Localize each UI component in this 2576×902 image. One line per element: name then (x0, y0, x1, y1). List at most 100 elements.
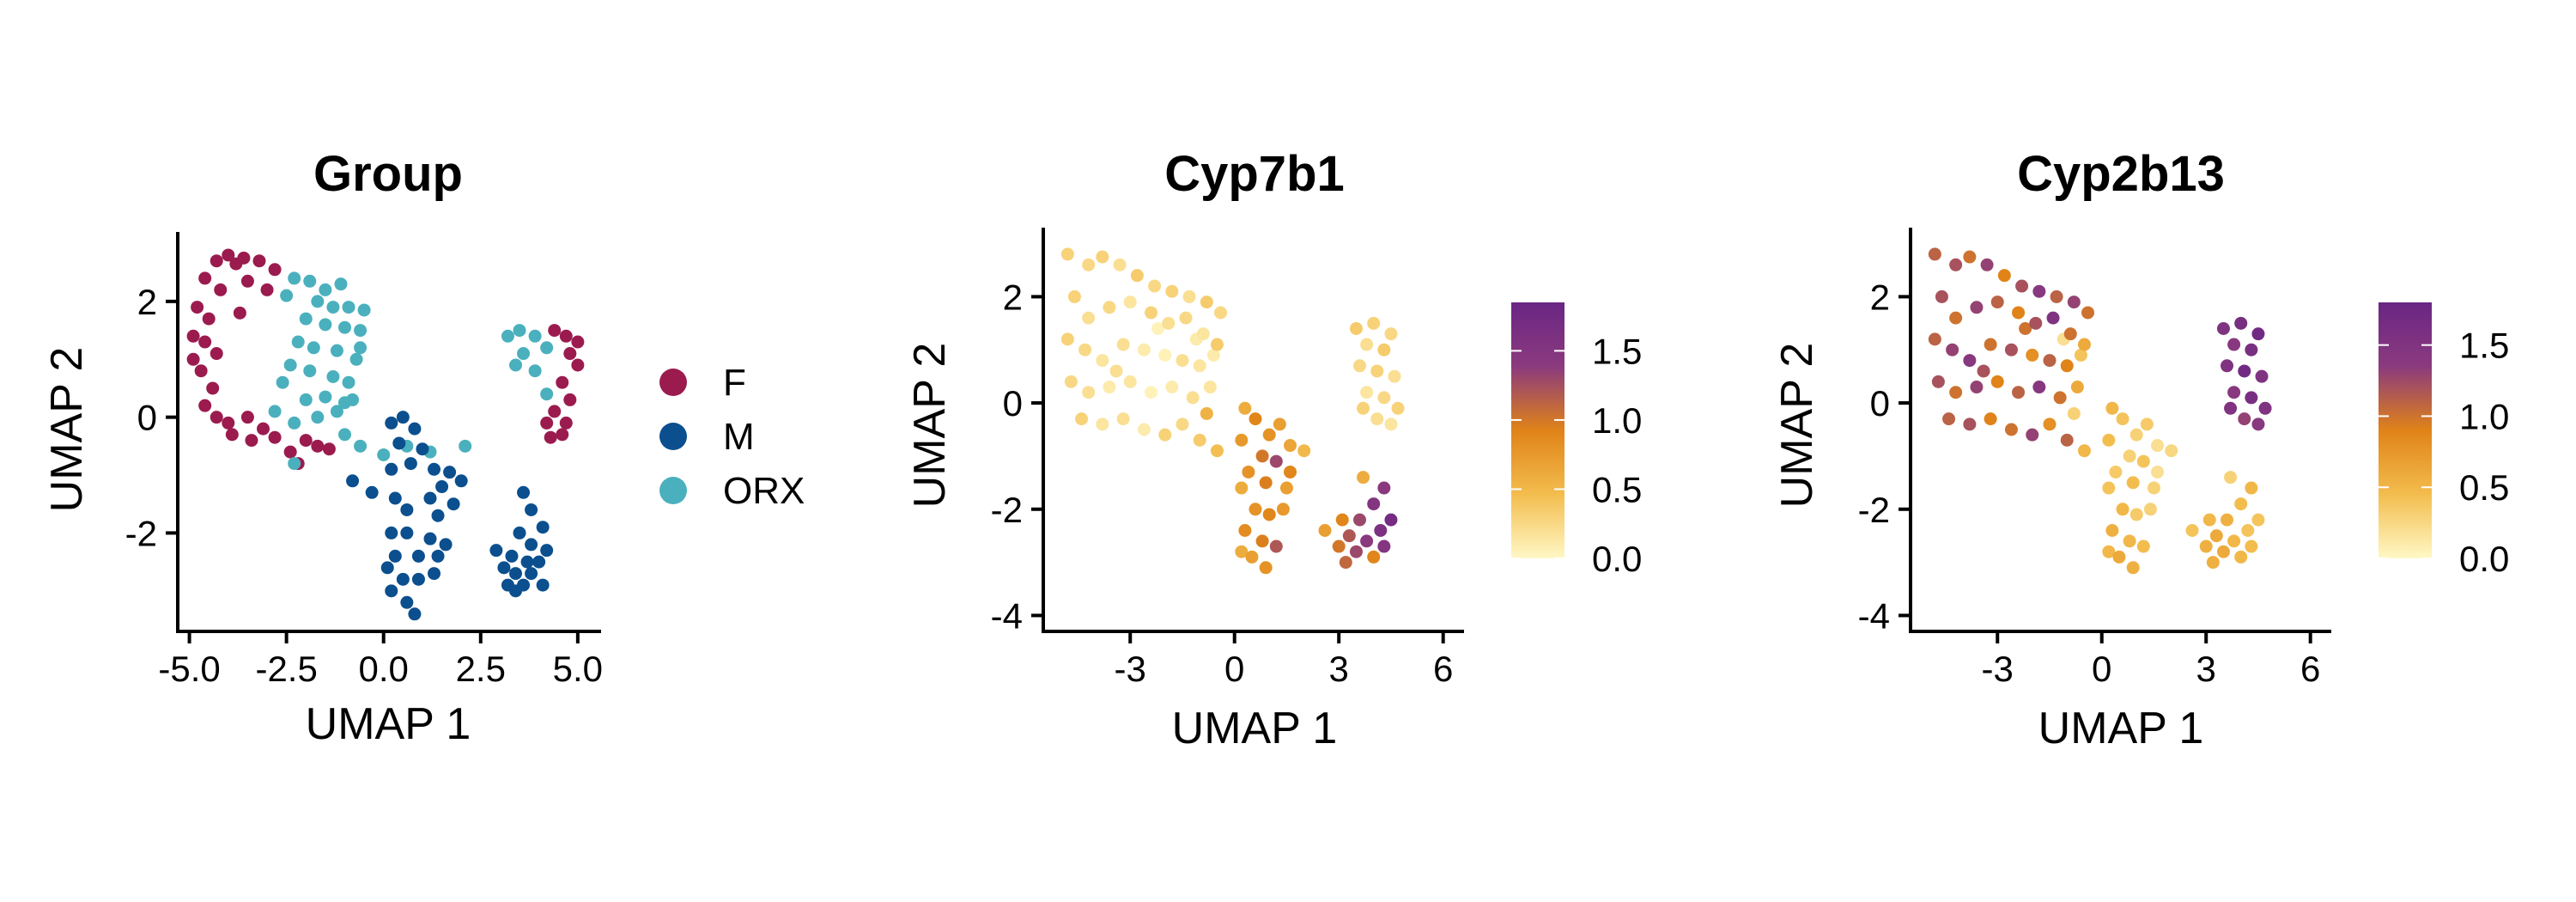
expression-point (1946, 343, 1959, 357)
expression-point (1949, 386, 1963, 399)
y-tick-label: -2 (1858, 490, 1890, 530)
expression-point (1377, 391, 1391, 405)
point-orx (337, 428, 351, 442)
expression-point (1318, 524, 1332, 537)
point-m (489, 544, 503, 558)
expression-point (1186, 391, 1200, 405)
expression-point (2077, 444, 2091, 458)
point-m (400, 595, 414, 609)
point-m (540, 544, 554, 558)
point-m (435, 480, 449, 494)
x-tick-label: 6 (2300, 649, 2320, 689)
point-f (544, 430, 557, 444)
expression-point (1200, 296, 1213, 309)
expression-point (2060, 433, 2074, 447)
panel-title: Group (313, 146, 463, 202)
point-f (222, 416, 235, 430)
point-m (508, 584, 522, 598)
expression-point (2221, 359, 2234, 373)
expression-point (1980, 258, 1994, 271)
expression-point (1977, 364, 1990, 378)
expression-point (2081, 306, 2095, 320)
expression-point (1235, 545, 1249, 558)
expression-point (1384, 417, 1398, 431)
expression-point (1374, 524, 1388, 537)
expression-point (1148, 279, 1162, 293)
y-tick-label: -4 (1858, 595, 1890, 636)
point-f (260, 283, 274, 296)
point-orx (501, 329, 514, 343)
point-orx (508, 358, 522, 372)
expression-point (1942, 412, 1956, 426)
x-tick-label: 6 (1433, 649, 1453, 689)
point-m (400, 526, 414, 539)
expression-point (1176, 354, 1189, 368)
expression-point (2102, 545, 2116, 558)
point-m (385, 416, 398, 430)
point-orx (288, 416, 301, 430)
expression-point (2241, 524, 2255, 537)
point-f (299, 434, 313, 448)
expression-point (2238, 412, 2251, 426)
expression-point (2258, 401, 2272, 415)
expression-point (1335, 513, 1349, 527)
expression-point (2234, 316, 2248, 330)
point-f (571, 358, 585, 372)
expression-point (1273, 417, 1286, 431)
expression-point (2202, 513, 2216, 527)
expression-point (1370, 412, 1384, 426)
point-f (194, 364, 208, 378)
expression-point (2227, 338, 2241, 351)
expression-point (2105, 524, 2119, 537)
point-f (198, 399, 212, 412)
expression-point (1353, 359, 1367, 373)
expression-point (1357, 401, 1370, 415)
expression-point (2216, 322, 2230, 335)
point-orx (288, 271, 301, 285)
expression-point (2026, 428, 2039, 442)
point-orx (307, 341, 320, 355)
point-f (229, 257, 243, 271)
expression-point (1130, 269, 1144, 283)
expression-point (1214, 306, 1228, 320)
point-m (443, 466, 457, 479)
x-axis-title: UMAP 1 (306, 699, 471, 749)
expression-point (1984, 338, 1997, 351)
expression-point (1165, 284, 1179, 298)
y-tick-label: 2 (1003, 277, 1023, 317)
point-f (240, 411, 254, 424)
expression-point (1970, 301, 1984, 314)
point-m (408, 422, 422, 436)
point-f (214, 283, 228, 296)
expression-point (1279, 481, 1293, 495)
axes: -3 0 3 6 -4 -2 0 2 (991, 228, 1464, 689)
point-m (520, 555, 534, 569)
expression-point (1067, 289, 1081, 303)
expression-point (2053, 391, 2067, 405)
point-m (380, 561, 394, 575)
expression-point (1200, 406, 1213, 420)
point-orx (342, 301, 355, 314)
x-tick-label: -3 (1115, 649, 1146, 689)
point-m (392, 436, 406, 450)
scatter-points (186, 248, 585, 621)
expression-point (2123, 449, 2136, 463)
expression-point (1349, 322, 1363, 335)
expression-point (1367, 497, 1381, 511)
y-tick-label: 0 (137, 398, 157, 438)
point-orx (326, 369, 340, 383)
expression-point (2238, 364, 2251, 378)
expression-point (1360, 534, 1374, 548)
expression-point (2151, 439, 2165, 453)
expression-point (1109, 364, 1123, 378)
point-f (556, 375, 569, 389)
expression-point (1377, 343, 1391, 357)
point-orx (303, 274, 317, 288)
x-axis-title: UMAP 1 (2038, 704, 2204, 753)
expression-point (1064, 375, 1078, 388)
x-tick-label: 0 (1224, 649, 1244, 689)
x-tick-label: 0.0 (359, 649, 409, 689)
point-f (233, 306, 246, 320)
expression-point (1238, 524, 1252, 537)
point-orx (334, 277, 348, 291)
